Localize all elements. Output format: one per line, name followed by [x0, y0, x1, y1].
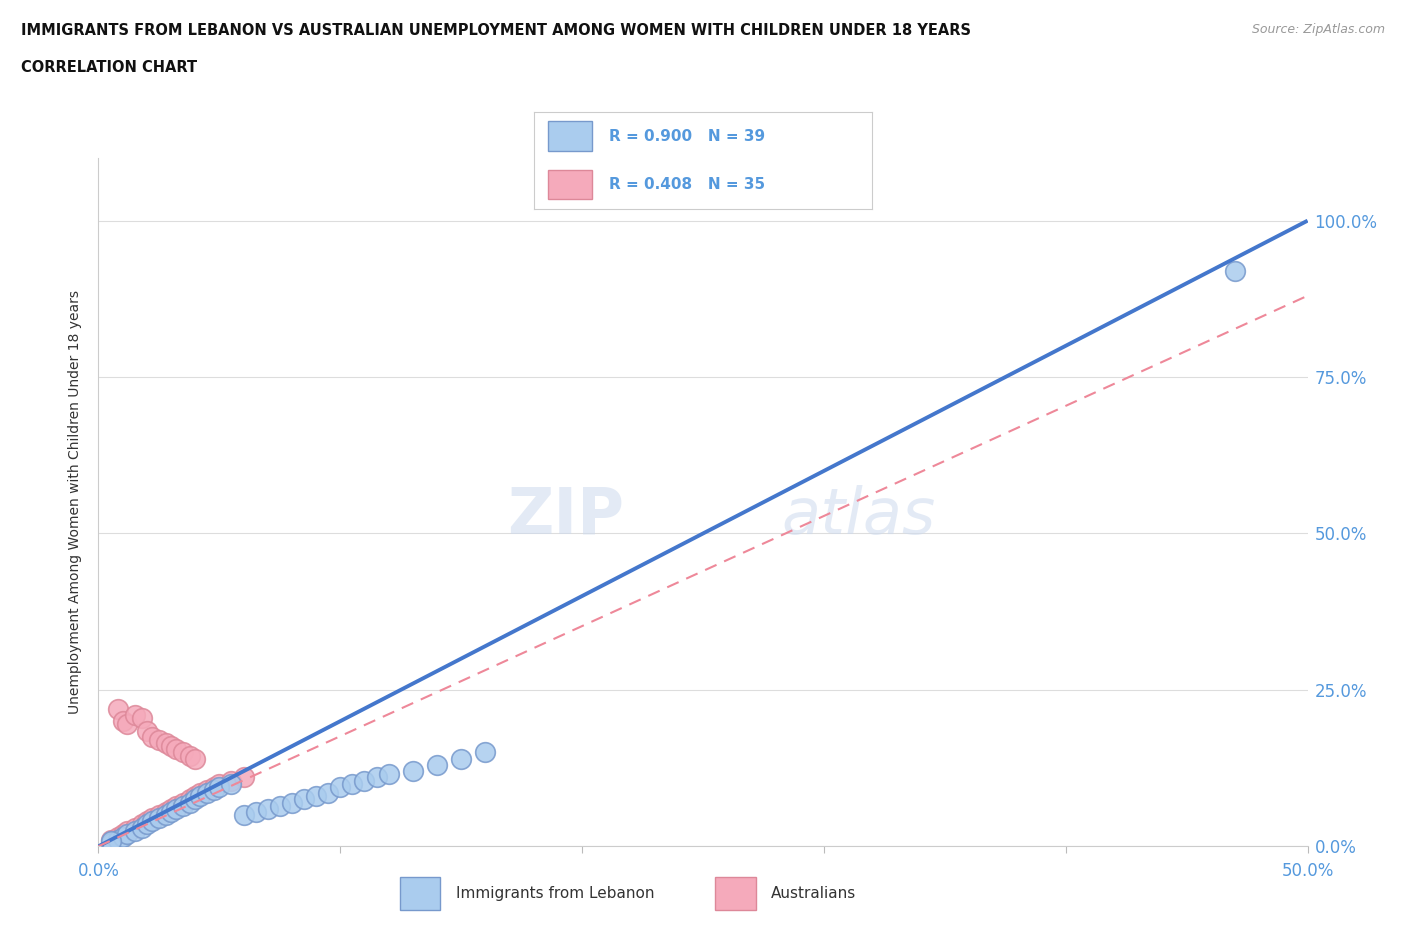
Point [184, 789, 207, 804]
Point [135, 814, 157, 829]
Point [100, 834, 122, 849]
Point [117, 823, 139, 838]
Point [179, 792, 201, 807]
Point [329, 779, 352, 794]
Point [184, 792, 207, 807]
Point [155, 807, 177, 822]
Point [165, 802, 187, 817]
Point [269, 798, 291, 813]
Point [165, 742, 187, 757]
Point [426, 758, 449, 773]
Text: IMMIGRANTS FROM LEBANON VS AUSTRALIAN UNEMPLOYMENT AMONG WOMEN WITH CHILDREN UND: IMMIGRANTS FROM LEBANON VS AUSTRALIAN UN… [21, 23, 972, 38]
Point [155, 736, 177, 751]
Point [160, 738, 183, 753]
Point [135, 724, 157, 738]
Point [208, 777, 231, 791]
Bar [716, 877, 755, 910]
Point [281, 795, 304, 810]
Point [195, 782, 218, 797]
Point [131, 711, 153, 725]
Point [179, 795, 201, 810]
Point [342, 777, 364, 791]
Point [256, 802, 278, 817]
Point [141, 811, 163, 826]
Point [316, 786, 339, 801]
Text: Source: ZipAtlas.com: Source: ZipAtlas.com [1251, 23, 1385, 36]
Text: atlas: atlas [782, 485, 936, 547]
Point [100, 836, 122, 851]
Point [107, 701, 129, 716]
Point [131, 820, 153, 835]
Point [221, 777, 243, 791]
Point [184, 751, 207, 766]
Point [474, 745, 496, 760]
Point [366, 770, 388, 785]
Text: R = 0.408   N = 35: R = 0.408 N = 35 [609, 178, 765, 193]
Point [135, 817, 157, 831]
Text: ZIP: ZIP [508, 485, 624, 547]
Point [292, 792, 315, 807]
Point [204, 779, 226, 794]
Point [111, 830, 134, 844]
Point [131, 817, 153, 831]
Y-axis label: Unemployment Among Women with Children Under 18 years: Unemployment Among Women with Children U… [69, 290, 83, 714]
Point [111, 713, 134, 728]
Point [172, 798, 194, 813]
Point [179, 748, 201, 763]
Point [402, 764, 425, 778]
Bar [548, 122, 592, 151]
Point [245, 804, 267, 819]
Point [305, 789, 328, 804]
Point [117, 827, 139, 842]
Point [107, 832, 129, 847]
Point [353, 773, 375, 788]
Point [160, 804, 183, 819]
Text: R = 0.900   N = 39: R = 0.900 N = 39 [609, 128, 765, 143]
Point [221, 773, 243, 788]
Point [377, 767, 399, 782]
Point [1223, 263, 1246, 278]
Point [111, 827, 134, 842]
Point [148, 807, 170, 822]
Point [195, 786, 218, 801]
Point [107, 830, 129, 844]
Point [124, 823, 146, 838]
Text: CORRELATION CHART: CORRELATION CHART [21, 60, 197, 75]
Point [100, 832, 122, 847]
Point [124, 708, 146, 723]
Point [172, 745, 194, 760]
Point [172, 795, 194, 810]
Point [124, 820, 146, 835]
Point [188, 789, 211, 804]
Point [160, 802, 183, 817]
Point [141, 814, 163, 829]
Point [204, 782, 226, 797]
Point [148, 733, 170, 748]
Text: Australians: Australians [770, 885, 856, 901]
Point [232, 770, 254, 785]
Point [117, 717, 139, 732]
Point [155, 804, 177, 819]
Point [450, 751, 472, 766]
Bar [548, 170, 592, 200]
Point [208, 779, 231, 794]
Text: Immigrants from Lebanon: Immigrants from Lebanon [456, 885, 654, 901]
Point [141, 729, 163, 744]
Point [232, 807, 254, 822]
Point [165, 798, 187, 813]
Bar [399, 877, 440, 910]
Point [148, 811, 170, 826]
Point [188, 786, 211, 801]
